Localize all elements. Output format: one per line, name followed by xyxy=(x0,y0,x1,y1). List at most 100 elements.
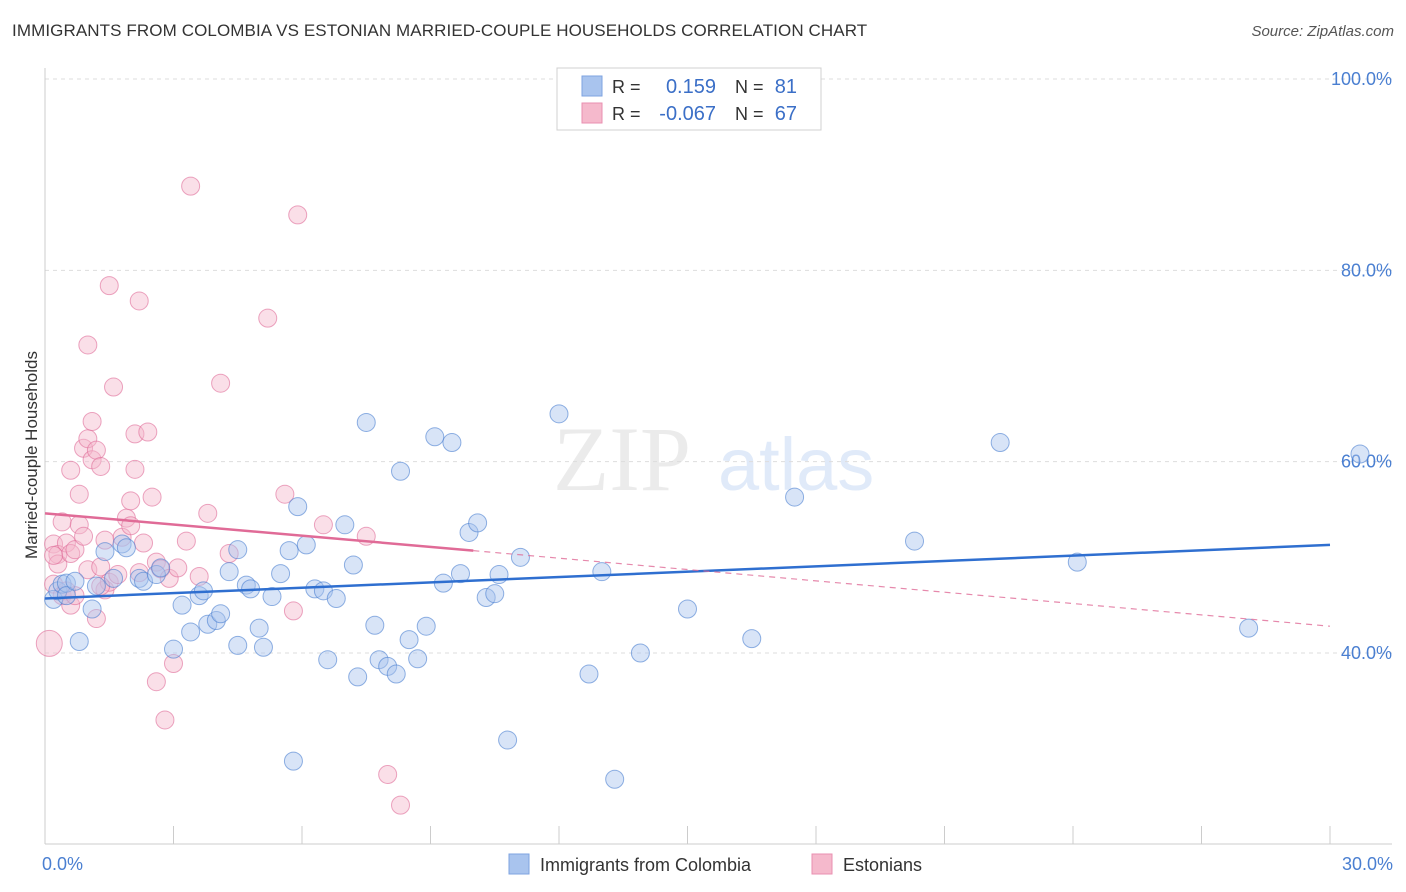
estonians-point-65 xyxy=(44,545,64,565)
top-legend: R = 0.159 N = 81 R = -0.067 N = 67 xyxy=(556,67,822,131)
estonians-trend-extension xyxy=(473,550,1331,627)
y-tick-label-2: 80.0% xyxy=(1341,260,1392,280)
series-estonians-points xyxy=(35,176,411,815)
series-colombia-points xyxy=(44,404,1370,789)
bottom-legend-swatch-colombia xyxy=(508,853,530,875)
colombia-point-65 xyxy=(549,404,569,424)
axes xyxy=(44,68,1392,845)
colombia-point-10 xyxy=(104,568,124,588)
estonians-point-52 xyxy=(189,566,209,586)
colombia-point-76 xyxy=(1239,618,1259,638)
colombia-point-44 xyxy=(348,667,368,687)
colombia-point-8 xyxy=(86,576,106,596)
colombia-point-25 xyxy=(219,562,239,582)
estonians-point-62 xyxy=(378,764,398,784)
legend-r-value-estonians: -0.067 xyxy=(659,103,716,125)
colombia-point-9 xyxy=(95,542,115,562)
estonians-point-21 xyxy=(82,411,102,431)
chart-source: Source: ZipAtlas.com xyxy=(1251,23,1394,40)
colombia-point-52 xyxy=(408,649,428,669)
colombia-point-72 xyxy=(785,487,805,507)
y-tick-label-3: 100.0% xyxy=(1331,69,1392,89)
colombia-point-51 xyxy=(399,630,419,650)
legend-n-label-colombia: N = xyxy=(735,77,764,97)
y-tick-label-1: 60.0% xyxy=(1341,452,1392,472)
estonians-point-57 xyxy=(275,484,295,504)
colombia-point-63 xyxy=(498,730,518,750)
colombia-point-57 xyxy=(450,564,470,584)
bottom-legend: Immigrants from Colombia Estonians xyxy=(508,853,922,875)
bottom-legend-label-estonians: Estonians xyxy=(843,855,922,875)
colombia-trend-line xyxy=(44,543,1331,600)
colombia-point-30 xyxy=(249,618,269,638)
colombia-point-37 xyxy=(296,535,316,555)
colombia-point-24 xyxy=(211,604,231,624)
colombia-point-46 xyxy=(365,615,385,635)
estonians-point-42 xyxy=(142,487,162,507)
estonians-point-59 xyxy=(288,205,308,225)
estonians-point-24 xyxy=(86,609,106,629)
colombia-point-26 xyxy=(228,540,248,560)
estonians-point-48 xyxy=(164,654,183,674)
colombia-point-56 xyxy=(442,433,462,453)
estonians-point-40 xyxy=(134,533,154,553)
estonians-point-36 xyxy=(121,491,141,511)
colombia-point-6 xyxy=(69,632,89,652)
estonians-point-46 xyxy=(155,710,175,730)
estonians-point-50 xyxy=(176,531,196,551)
colombia-point-67 xyxy=(592,562,612,582)
colombia-point-69 xyxy=(630,643,650,663)
estonians-point-51 xyxy=(181,176,201,196)
colombia-point-12 xyxy=(116,538,136,558)
colombia-point-7 xyxy=(82,599,102,619)
colombia-point-35 xyxy=(283,751,303,771)
colombia-point-33 xyxy=(271,564,291,584)
colombia-point-59 xyxy=(468,513,488,533)
chart-title: IMMIGRANTS FROM COLOMBIA VS ESTONIAN MAR… xyxy=(12,21,868,40)
colombia-point-36 xyxy=(288,497,308,517)
colombia-point-17 xyxy=(164,639,183,659)
estonians-point-17 xyxy=(74,526,94,546)
colombia-point-75 xyxy=(1067,552,1087,572)
colombia-point-41 xyxy=(326,588,346,608)
legend-swatch-estonians xyxy=(581,102,603,124)
y-axis-title: Married-couple Households xyxy=(22,351,41,559)
x-tick-labels: 0.0% 30.0% xyxy=(42,854,1393,874)
legend-n-value-colombia: 81 xyxy=(775,76,797,98)
watermark-zip: ZIP xyxy=(553,408,691,510)
colombia-point-42 xyxy=(335,515,355,535)
estonians-point-53 xyxy=(198,503,218,523)
estonians-point-26 xyxy=(91,456,111,476)
estonians-point-56 xyxy=(258,308,278,328)
watermark-atlas: atlas xyxy=(718,423,874,506)
colombia-point-50 xyxy=(391,461,411,481)
colombia-point-70 xyxy=(678,599,697,619)
estonians-point-38 xyxy=(125,459,145,479)
colombia-point-5 xyxy=(65,571,85,591)
legend-r-label-estonians: R = xyxy=(612,104,641,124)
colombia-point-40 xyxy=(318,650,338,670)
estonians-point-60 xyxy=(313,515,333,535)
x-ticks xyxy=(44,826,1331,844)
y-tick-label-0: 40.0% xyxy=(1341,643,1392,663)
estonians-point-63 xyxy=(391,795,411,815)
bottom-legend-label-colombia: Immigrants from Colombia xyxy=(540,855,752,875)
legend-swatch-colombia xyxy=(581,75,603,97)
colombia-point-27 xyxy=(228,635,248,655)
legend-r-value-colombia: 0.159 xyxy=(666,76,716,98)
colombia-point-4 xyxy=(56,586,76,606)
colombia-point-71 xyxy=(742,629,762,649)
estonians-point-23 xyxy=(86,440,106,460)
estonians-point-49 xyxy=(168,558,188,578)
estonians-point-64 xyxy=(129,563,149,583)
colombia-point-53 xyxy=(416,616,436,636)
estonians-trend-line xyxy=(44,512,474,552)
estonians-point-39 xyxy=(129,291,149,311)
colombia-point-64 xyxy=(510,547,530,567)
gridlines xyxy=(45,78,1392,654)
colombia-point-16 xyxy=(151,558,171,578)
bottom-legend-swatch-estonians xyxy=(811,853,833,875)
legend-n-value-estonians: 67 xyxy=(775,103,797,125)
colombia-point-34 xyxy=(279,541,299,561)
